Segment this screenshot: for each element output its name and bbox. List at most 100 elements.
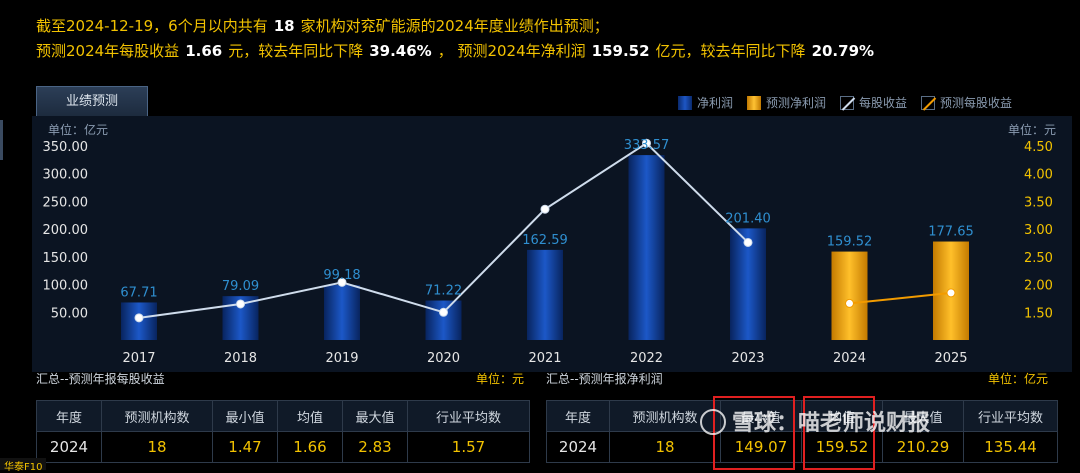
eps-point	[743, 237, 753, 247]
net-profit-bar	[628, 155, 665, 340]
bar-value-label: 159.52	[827, 235, 873, 250]
x-axis-tick: 2021	[528, 351, 561, 366]
eps-point	[337, 277, 347, 287]
eps-point	[540, 204, 550, 214]
right-axis-tick: 2.50	[1024, 251, 1053, 266]
legend-forecast-net-profit-label: 预测净利润	[766, 96, 827, 110]
net-profit-swatch	[678, 95, 692, 110]
right-axis-tick: 3.50	[1024, 195, 1053, 210]
x-axis-tick: 2024	[833, 351, 866, 366]
profit-summary-unit: 单位：亿元	[988, 372, 1049, 386]
left-axis-tick: 50.00	[51, 306, 88, 321]
col-industry-avg: 行业平均数	[407, 400, 530, 432]
table-row: 2024 18 1.47 1.66 2.83 1.57	[36, 431, 530, 463]
col-min: 最小值	[720, 400, 802, 432]
table-row: 2024 18 149.07 159.52 210.29 135.44	[546, 431, 1058, 463]
left-axis-tick: 350.00	[43, 140, 89, 155]
profit-change-value: 20.79%	[811, 42, 875, 60]
x-axis-tick: 2025	[934, 351, 967, 366]
bar-value-label: 333.57	[624, 138, 670, 153]
forecast-eps-point	[946, 288, 956, 298]
cell-institution-count: 18	[101, 431, 213, 463]
cell-mean: 1.66	[277, 431, 343, 463]
cell-min: 149.07	[720, 431, 802, 463]
profit-change-label: 亿元，较去年同比下降	[655, 42, 806, 60]
bar-value-label: 177.65	[928, 225, 974, 240]
eps-summary-unit: 单位：元	[476, 372, 525, 386]
x-axis-tick: 2020	[427, 351, 460, 366]
forecast-summary: 截至2024-12-19，6个月以内共有 18 家机构对兖矿能源的2024年度业绩作…	[36, 14, 1076, 64]
highlight-box-mean	[803, 396, 875, 470]
left-axis-tick: 150.00	[43, 251, 89, 266]
net-profit-bar	[425, 300, 462, 340]
col-year: 年度	[546, 400, 610, 432]
cell-max: 2.83	[342, 431, 408, 463]
tab-performance-forecast[interactable]: 业绩预测	[36, 86, 148, 117]
summary-prefix: 截至2024-12-19，6个月以内共有	[36, 17, 268, 35]
bar-value-label: 162.59	[522, 233, 568, 248]
col-min: 最小值	[212, 400, 278, 432]
chart-legend: 净利润 预测净利润 每股收益 预测每股收益	[678, 94, 1012, 111]
legend-forecast-eps[interactable]: 预测每股收益	[921, 94, 1012, 111]
forecast-eps-line	[849, 291, 952, 305]
legend-forecast-eps-label: 预测每股收益	[940, 96, 1013, 110]
left-axis-tick: 250.00	[43, 195, 89, 210]
eps-summary-table: 年度 预测机构数 最小值 均值 最大值 行业平均数 2024 18 1.47 1…	[36, 400, 530, 463]
forecast-net-profit-swatch	[747, 95, 762, 110]
forecast-net-profit-bar	[831, 251, 868, 340]
eps-change-label: 元，较去年同比下降	[228, 42, 364, 60]
bar-value-label: 99.18	[323, 268, 360, 283]
legend-forecast-net-profit[interactable]: 预测净利润	[747, 94, 826, 111]
profit-forecast-value: 159.52	[591, 42, 650, 60]
left-axis-unit: 单位：亿元	[48, 122, 108, 137]
legend-eps-label: 每股收益	[859, 96, 908, 110]
cell-mean: 159.52	[801, 431, 883, 463]
net-profit-bar	[730, 228, 766, 340]
right-axis-tick: 2.00	[1024, 279, 1053, 294]
col-year: 年度	[36, 400, 102, 432]
bar-value-label: 67.71	[120, 285, 157, 300]
net-profit-bar	[527, 249, 563, 340]
x-axis-tick: 2023	[731, 351, 764, 366]
cell-industry-avg: 1.57	[407, 431, 530, 463]
x-axis-tick: 2019	[325, 351, 358, 366]
col-mean: 均值	[277, 400, 343, 432]
summary-line-2: 预测2024年每股收益 1.66 元，较去年同比下降 39.46% ， 预测2024年净…	[36, 39, 1076, 64]
eps-summary-title: 汇总--预测年报每股收益	[36, 372, 165, 386]
forecast-eps-point	[845, 298, 854, 308]
eps-point	[642, 138, 651, 148]
cell-institution-count: 18	[609, 431, 721, 463]
right-axis-tick: 3.00	[1024, 223, 1053, 238]
watermark-text: 雪球：喵老师说财报	[732, 411, 931, 436]
legend-net-profit-label: 净利润	[697, 96, 734, 110]
x-axis-tick: 2022	[630, 351, 663, 366]
legend-eps[interactable]: 每股收益	[840, 94, 907, 111]
profit-forecast-label: ， 预测2024年净利润	[437, 42, 586, 60]
bar-value-label: 71.22	[425, 284, 462, 299]
eps-point	[236, 299, 245, 309]
right-axis-tick: 4.50	[1024, 140, 1053, 155]
profit-summary-title: 汇总--预测年报净利润	[546, 372, 663, 386]
right-axis-unit: 单位：元	[1008, 122, 1056, 137]
summary-line-1: 截至2024-12-19，6个月以内共有 18 家机构对兖矿能源的2024年度业绩作…	[36, 14, 1076, 39]
left-axis-tick: 300.00	[43, 168, 89, 183]
legend-net-profit[interactable]: 净利润	[678, 94, 733, 111]
col-max: 最大值	[342, 400, 408, 432]
table-header-row: 年度 预测机构数 最小值 均值 最大值 行业平均数	[36, 400, 530, 432]
x-axis-tick: 2018	[224, 351, 257, 366]
eps-point	[134, 313, 144, 323]
right-axis-tick: 4.00	[1024, 168, 1053, 183]
cell-max: 210.29	[882, 431, 964, 463]
col-industry-avg: 行业平均数	[963, 400, 1058, 432]
summary-suffix: 家机构对兖矿能源的2024年度业绩作出预测；	[300, 17, 609, 35]
col-mean: 均值	[801, 400, 883, 432]
watermark-logo-icon	[700, 409, 726, 435]
net-profit-bar	[324, 285, 360, 340]
cell-year: 2024	[36, 431, 102, 463]
eps-change-value: 39.46%	[369, 42, 432, 60]
cell-min: 1.47	[212, 431, 278, 463]
right-axis-tick: 1.50	[1024, 306, 1053, 321]
eps-point	[439, 307, 448, 317]
source-tag: 华泰F10	[0, 458, 47, 473]
